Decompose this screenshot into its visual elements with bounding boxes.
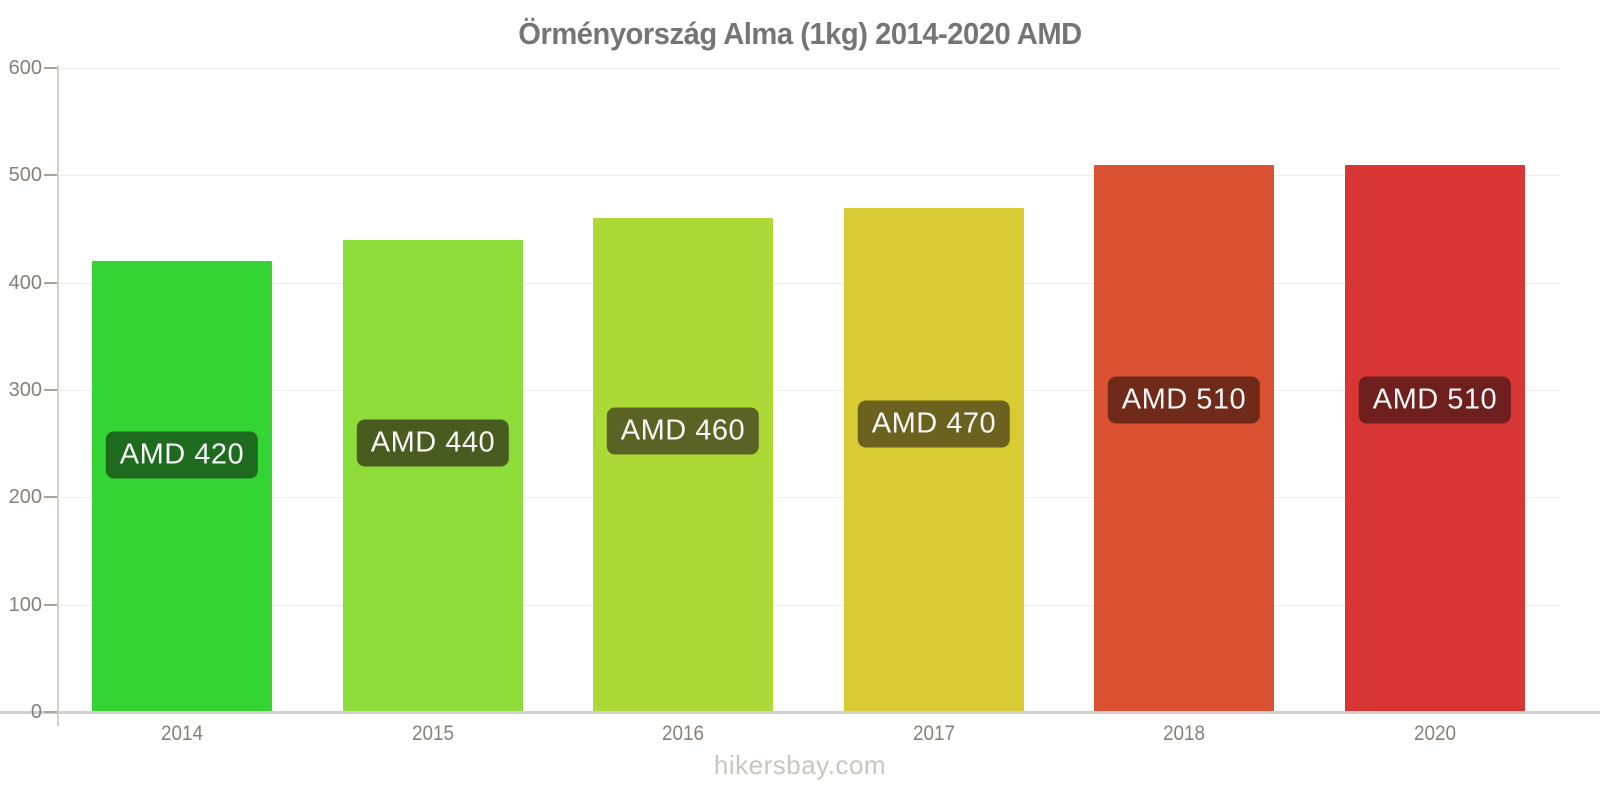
bar-value-label-2014: AMD 420 bbox=[105, 431, 259, 479]
y-tick-label-600: 600 bbox=[8, 57, 42, 79]
y-tick-300 bbox=[44, 389, 57, 391]
gridline-500 bbox=[57, 175, 1560, 176]
y-tick-500 bbox=[44, 174, 57, 176]
y-tick-label-400: 400 bbox=[8, 272, 42, 294]
x-axis-line bbox=[0, 711, 1600, 714]
y-tick-label-200: 200 bbox=[8, 486, 42, 508]
bar-2020 bbox=[1345, 165, 1525, 712]
y-tick-label-100: 100 bbox=[8, 594, 42, 616]
bar-value-label-2016: AMD 460 bbox=[606, 407, 760, 455]
y-axis-line bbox=[57, 66, 59, 726]
x-tick-label-2017: 2017 bbox=[912, 722, 956, 745]
gridline-300 bbox=[57, 390, 1560, 391]
y-tick-200 bbox=[44, 496, 57, 498]
x-tick-label-2018: 2018 bbox=[1162, 722, 1206, 745]
y-tick-label-500: 500 bbox=[8, 164, 42, 186]
bar-value-label-2015: AMD 440 bbox=[356, 419, 510, 467]
bar-value-label-2017: AMD 470 bbox=[857, 400, 1011, 448]
gridline-600 bbox=[57, 68, 1560, 69]
gridline-200 bbox=[57, 497, 1560, 498]
y-tick-100 bbox=[44, 604, 57, 606]
chart-title: Örményország Alma (1kg) 2014-2020 AMD bbox=[518, 16, 1082, 51]
x-tick-label-2015: 2015 bbox=[411, 722, 455, 745]
y-tick-400 bbox=[44, 282, 57, 284]
gridline-400 bbox=[57, 283, 1560, 284]
bar-2016 bbox=[593, 218, 773, 712]
bar-2014 bbox=[92, 261, 272, 712]
bar-value-label-2018: AMD 510 bbox=[1107, 376, 1261, 424]
y-tick-label-0: 0 bbox=[30, 701, 42, 723]
footer-watermark: hikersbay.com bbox=[713, 750, 887, 780]
gridline-100 bbox=[57, 605, 1560, 606]
bar-2018 bbox=[1094, 165, 1274, 712]
bar-2017 bbox=[844, 208, 1024, 712]
x-tick-label-2020: 2020 bbox=[1413, 722, 1457, 745]
y-tick-0 bbox=[44, 711, 57, 713]
bar-2015 bbox=[343, 240, 523, 712]
x-tick-label-2016: 2016 bbox=[661, 722, 705, 745]
y-tick-label-300: 300 bbox=[8, 379, 42, 401]
bar-value-label-2020: AMD 510 bbox=[1358, 376, 1512, 424]
x-tick-label-2014: 2014 bbox=[160, 722, 204, 745]
y-tick-600 bbox=[44, 67, 57, 69]
